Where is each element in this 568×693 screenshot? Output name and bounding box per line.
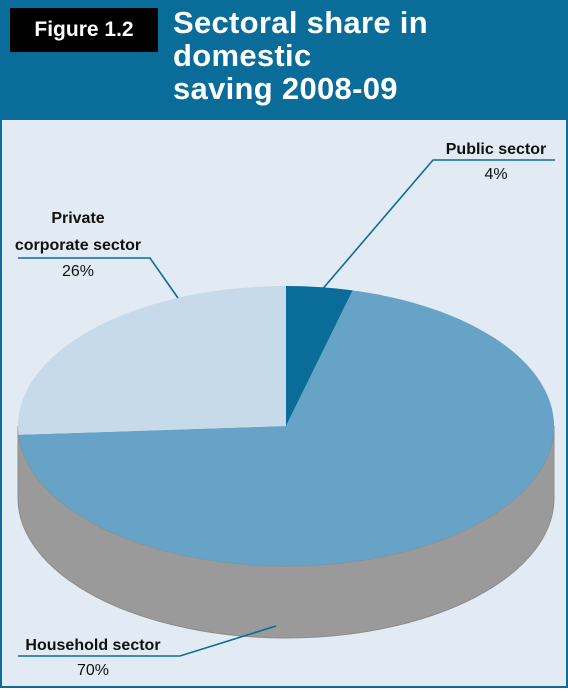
- figure-title: Sectoral share in domestic saving 2008-0…: [173, 6, 563, 105]
- pie-slice-private-corporate: [17, 286, 286, 435]
- label-household-name: Household sector: [25, 637, 160, 654]
- label-public-value: 4%: [484, 166, 507, 183]
- label-public-name: Public sector: [446, 141, 546, 158]
- leader-line-public: [319, 159, 555, 293]
- pie-chart-svg: Public sector 4% Private corporate secto…: [15, 141, 555, 679]
- figure-number-badge: Figure 1.2: [10, 8, 158, 52]
- figure-title-line1: Sectoral share in domestic: [173, 5, 428, 73]
- pie-slice-public: [286, 286, 353, 426]
- label-private-name-line1: Private: [51, 210, 104, 227]
- label-private-name-line2: corporate sector: [15, 237, 141, 254]
- figure-title-line2: saving 2008-09: [173, 71, 398, 106]
- pie-chart-area: Public sector 4% Private corporate secto…: [0, 120, 568, 688]
- leader-line-household: [18, 625, 277, 657]
- label-private-value: 26%: [62, 263, 94, 280]
- label-household-value: 70%: [77, 662, 109, 679]
- leader-line-private: [18, 257, 179, 299]
- pie-slice-household: [18, 290, 554, 566]
- figure-header: Figure 1.2 Sectoral share in domestic sa…: [0, 0, 568, 120]
